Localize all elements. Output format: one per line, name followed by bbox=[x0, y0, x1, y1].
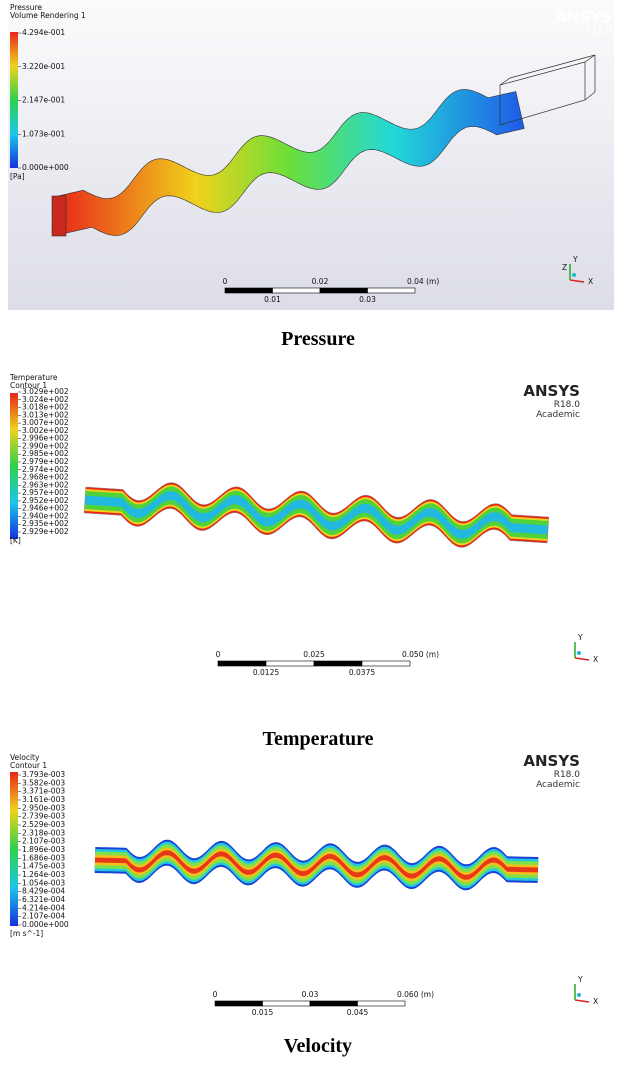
scale-segment bbox=[320, 288, 368, 293]
axis-origin bbox=[572, 273, 576, 277]
scale-label: 0.0375 bbox=[349, 668, 375, 677]
color-bar bbox=[10, 393, 18, 539]
color-bar bbox=[10, 32, 18, 168]
brand: ANSYS bbox=[523, 382, 580, 400]
scale-label: 0.01 bbox=[264, 295, 281, 304]
axis-label: X bbox=[593, 655, 598, 664]
edition: Academic bbox=[536, 780, 580, 790]
brand: ANSYS bbox=[555, 8, 612, 26]
scale-label: 0.045 bbox=[347, 1008, 369, 1017]
axis-arrow bbox=[575, 1000, 589, 1002]
scale-label: 0.02 bbox=[312, 277, 329, 286]
scale-label: 0 bbox=[223, 277, 228, 286]
axis-label: X bbox=[588, 277, 593, 286]
legend-unit: [K] bbox=[10, 536, 21, 545]
caption: Temperature bbox=[262, 728, 373, 750]
legend-value: 4.294e-001 bbox=[22, 28, 65, 37]
scale-segment bbox=[273, 288, 321, 293]
version: R18.0 bbox=[554, 770, 581, 780]
figure: Pressure Volume Rendering 1 4.294e-001 3.22… bbox=[0, 0, 622, 1068]
axis-origin bbox=[577, 651, 581, 655]
scale-segment bbox=[218, 661, 266, 666]
legend-value: 3.220e-001 bbox=[22, 62, 65, 71]
axis-origin bbox=[577, 993, 581, 997]
axis-label: Y bbox=[577, 633, 583, 642]
scale-segment bbox=[266, 661, 314, 666]
scale-label: 0.03 bbox=[359, 295, 376, 304]
scale-label: 0.04 (m) bbox=[407, 277, 439, 286]
scale-segment bbox=[314, 661, 362, 666]
scale-segment bbox=[263, 1001, 311, 1006]
scale-segment bbox=[362, 661, 410, 666]
color-bar bbox=[10, 772, 18, 926]
scale-label: 0.060 (m) bbox=[397, 990, 434, 999]
version: R18.0 bbox=[554, 400, 581, 410]
channel-inlet-face bbox=[52, 196, 66, 236]
scale-segment bbox=[310, 1001, 358, 1006]
legend-value: 1.073e-001 bbox=[22, 129, 65, 138]
edition: Academic bbox=[536, 410, 580, 420]
version: R15.0 bbox=[586, 26, 613, 36]
caption: Velocity bbox=[284, 1035, 352, 1057]
scale-label: 0.025 bbox=[303, 650, 325, 659]
legend-value: 2.929e+002 bbox=[22, 527, 69, 536]
legend-unit: [m s^-1] bbox=[10, 929, 43, 938]
scale-label: 0 bbox=[213, 990, 218, 999]
axis-arrow bbox=[575, 658, 589, 660]
axis-label: Z bbox=[562, 263, 567, 272]
axis-label: X bbox=[593, 997, 598, 1006]
axis-label: Y bbox=[572, 255, 578, 264]
scale-label: 0.050 (m) bbox=[402, 650, 439, 659]
scale-label: 0.0125 bbox=[253, 668, 279, 677]
legend-value: 0.000e+000 bbox=[22, 163, 69, 172]
legend-subtitle: Contour 1 bbox=[10, 761, 47, 770]
legend-subtitle: Volume Rendering 1 bbox=[10, 11, 86, 20]
legend-value: 0.000e+000 bbox=[22, 920, 69, 929]
caption: Pressure bbox=[281, 328, 355, 350]
scale-label: 0.015 bbox=[252, 1008, 274, 1017]
scale-segment bbox=[368, 288, 416, 293]
scale-segment bbox=[225, 288, 273, 293]
scale-label: 0.03 bbox=[302, 990, 319, 999]
brand: ANSYS bbox=[523, 752, 580, 770]
scale-label: 0 bbox=[216, 650, 221, 659]
scale-segment bbox=[358, 1001, 406, 1006]
legend-value: 2.147e-001 bbox=[22, 96, 65, 105]
scale-segment bbox=[215, 1001, 263, 1006]
axis-label: Y bbox=[577, 975, 583, 984]
legend-unit: [Pa] bbox=[10, 172, 25, 181]
